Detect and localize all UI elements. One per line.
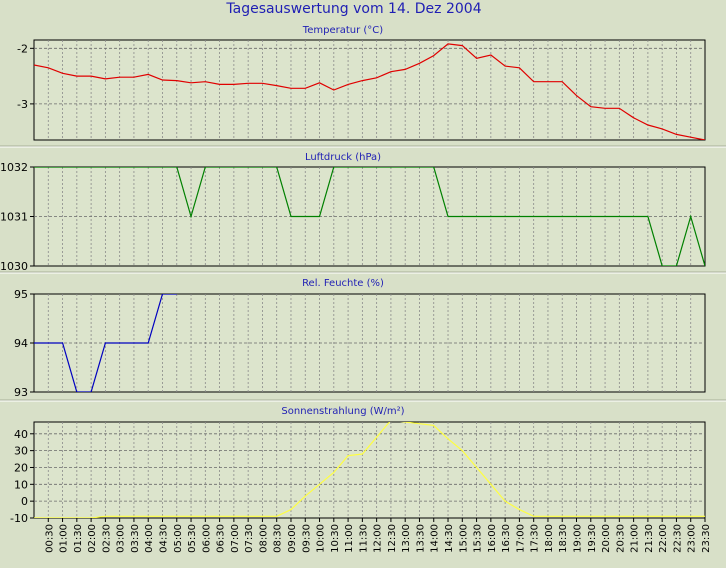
y-tick-label: 10 <box>14 478 28 491</box>
y-tick-label: 94 <box>14 337 28 350</box>
x-tick-label: 06:30 <box>216 524 227 553</box>
x-tick-label: 09:30 <box>301 524 312 553</box>
x-tick-label: 12:00 <box>373 524 384 553</box>
y-tick-label: -2 <box>17 42 28 55</box>
x-tick-label: 20:00 <box>601 524 612 553</box>
x-tick-label: 14:00 <box>430 524 441 553</box>
x-tick-label: 18:30 <box>558 524 569 553</box>
x-tick-label: 02:30 <box>101 524 112 553</box>
x-tick-label: 20:30 <box>615 524 626 553</box>
x-tick-label: 23:00 <box>687 524 698 553</box>
series-line-2 <box>34 167 705 266</box>
x-tick-label: 01:30 <box>73 524 84 553</box>
x-tick-label: 15:00 <box>458 524 469 553</box>
x-tick-label: 07:30 <box>244 524 255 553</box>
x-tick-label: 22:00 <box>658 524 669 553</box>
x-tick-label: 12:30 <box>387 524 398 553</box>
x-tick-label: 10:30 <box>330 524 341 553</box>
x-tick-label: 21:30 <box>644 524 655 553</box>
y-tick-label: 0 <box>21 495 28 508</box>
y-tick-label: -10 <box>10 512 28 525</box>
series-line-4 <box>34 422 705 518</box>
x-tick-label: 16:00 <box>487 524 498 553</box>
x-tick-label: 02:00 <box>87 524 98 553</box>
x-tick-label: 10:00 <box>316 524 327 553</box>
x-tick-label: 05:00 <box>173 524 184 553</box>
plot-area-4 <box>33 421 706 519</box>
x-tick-label: 21:00 <box>630 524 641 553</box>
chart-title-4: Sonnenstrahlung (W/m²) <box>281 406 404 417</box>
x-tick-label: 01:00 <box>59 524 70 553</box>
x-tick-label: 08:00 <box>258 524 269 553</box>
x-tick-label: 15:30 <box>473 524 484 553</box>
chart-title-1: Temperatur (°C) <box>302 25 383 36</box>
y-tick-label: 1030 <box>0 260 28 273</box>
x-tick-label: 17:30 <box>530 524 541 553</box>
y-tick-label: 1032 <box>0 161 28 174</box>
y-tick-label: 1031 <box>0 211 28 224</box>
y-tick-label: 40 <box>14 428 28 441</box>
x-tick-label: 05:30 <box>187 524 198 553</box>
x-tick-label: 19:00 <box>573 524 584 553</box>
chart-title-2: Luftdruck (hPa) <box>305 152 381 163</box>
y-tick-label: 30 <box>14 445 28 458</box>
y-tick-label: 20 <box>14 461 28 474</box>
x-tick-label: 03:30 <box>130 524 141 553</box>
x-tick-label: 00:30 <box>44 524 55 553</box>
series-line-3 <box>34 294 177 392</box>
x-tick-label: 06:00 <box>201 524 212 553</box>
x-tick-label: 03:00 <box>116 524 127 553</box>
x-tick-label: 13:30 <box>415 524 426 553</box>
x-tick-label: 19:30 <box>587 524 598 553</box>
page-title: Tagesauswertung vom 14. Dez 2004 <box>225 1 481 17</box>
y-tick-label: 93 <box>14 386 28 399</box>
chart-title-3: Rel. Feuchte (%) <box>302 278 384 289</box>
y-tick-label: 95 <box>14 288 28 301</box>
x-tick-label: 18:00 <box>544 524 555 553</box>
x-tick-label: 11:00 <box>344 524 355 553</box>
x-tick-label: 14:30 <box>444 524 455 553</box>
x-tick-label: 13:00 <box>401 524 412 553</box>
x-tick-label: 11:30 <box>358 524 369 553</box>
x-tick-label: 17:00 <box>515 524 526 553</box>
x-tick-label: 07:00 <box>230 524 241 553</box>
y-tick-label: -3 <box>17 98 28 111</box>
x-tick-label: 04:30 <box>158 524 169 553</box>
x-tick-label: 23:30 <box>701 524 712 553</box>
series-line-1 <box>34 43 705 140</box>
x-tick-label: 22:30 <box>672 524 683 553</box>
x-tick-label: 08:30 <box>273 524 284 553</box>
x-tick-label: 09:00 <box>287 524 298 553</box>
x-tick-label: 04:00 <box>144 524 155 553</box>
x-tick-label: 16:30 <box>501 524 512 553</box>
plot-area-1 <box>33 39 706 141</box>
